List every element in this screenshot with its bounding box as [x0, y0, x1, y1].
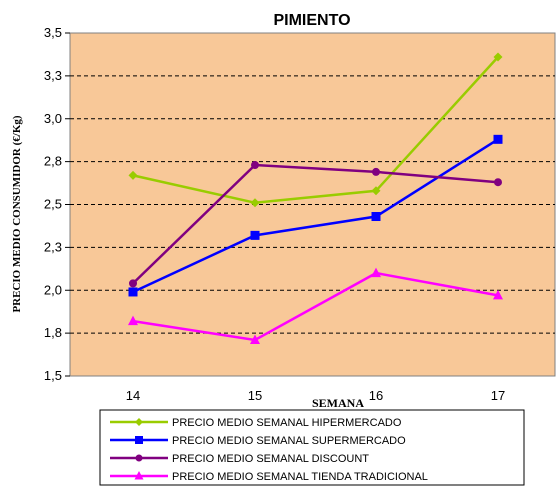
legend-box	[99, 409, 525, 486]
legend-entry: PRECIO MEDIO SEMANAL SUPERMERCADO	[110, 435, 406, 447]
y-tick-label: 3,0	[44, 111, 62, 126]
data-point-circle	[129, 279, 137, 288]
y-tick-label: 2,5	[44, 197, 62, 212]
data-point-circle	[372, 167, 380, 176]
grid-lines	[70, 75, 555, 334]
series-line	[132, 271, 499, 342]
x-tick-label: 14	[126, 388, 140, 403]
x-tick-label: 16	[369, 388, 383, 403]
data-point-diamond	[135, 418, 143, 426]
data-point-diamond	[250, 198, 260, 208]
x-tick-label: 17	[491, 388, 505, 403]
data-point-triangle	[134, 471, 144, 480]
series-circle	[129, 161, 502, 288]
legend-entry: PRECIO MEDIO SEMANAL TIENDA TRADICIONAL	[110, 471, 428, 483]
y-tick-label: 2,0	[44, 282, 62, 297]
legend-label: PRECIO MEDIO SEMANAL HIPERMERCADO	[172, 417, 402, 429]
data-point-circle	[251, 161, 259, 170]
y-tick-label: 2,8	[44, 154, 62, 169]
x-tick-labels: 14 15 16 17	[126, 388, 505, 403]
y-tick-label: 2,3	[44, 239, 62, 254]
y-tick-label: 1,8	[44, 325, 62, 340]
series-line	[132, 56, 499, 205]
data-point-triangle	[250, 334, 260, 344]
data-point-square	[250, 230, 260, 240]
data-point-diamond	[128, 170, 138, 180]
data-point-triangle	[371, 267, 381, 278]
series-line	[132, 163, 499, 285]
data-point-diamond	[371, 186, 381, 196]
data-point-diamond	[493, 52, 503, 62]
series-diamond	[128, 52, 503, 208]
y-axis-label: PRECIO MEDIO CONSUMIDOR (€/Kg)	[11, 115, 23, 312]
data-point-circle	[135, 454, 143, 462]
data-point-circle	[494, 178, 502, 187]
data-point-square	[128, 287, 138, 297]
y-tick-label: 3,5	[44, 25, 62, 40]
legend-entry: PRECIO MEDIO SEMANAL HIPERMERCADO	[110, 417, 402, 429]
legend-label: PRECIO MEDIO SEMANAL SUPERMERCADO	[172, 435, 406, 447]
x-tick-label: 15	[248, 388, 262, 403]
data-point-square	[493, 134, 503, 144]
data-point-square	[371, 212, 381, 222]
y-tick-label: 1,5	[44, 368, 62, 383]
legend: PRECIO MEDIO SEMANAL HIPERMERCADO PRECIO …	[99, 409, 525, 486]
y-tick-labels: 1,5 1,8 2,0 2,3 2,5 2,8 3,0 3,3 3,5	[44, 25, 70, 383]
x-axis-label: SEMANA	[312, 396, 364, 410]
legend-entry: PRECIO MEDIO SEMANAL DISCOUNT	[110, 453, 369, 465]
legend-label: PRECIO MEDIO SEMANAL DISCOUNT	[172, 453, 369, 465]
data-point-triangle	[493, 289, 503, 300]
chart-title: PIMIENTO	[273, 12, 350, 29]
legend-label: PRECIO MEDIO SEMANAL TIENDA TRADICIONAL	[172, 471, 428, 483]
series-layer	[128, 52, 503, 344]
data-point-triangle	[128, 315, 138, 326]
data-point-square	[135, 436, 143, 444]
y-tick-label: 3,3	[44, 68, 62, 83]
series-triangle	[128, 267, 503, 344]
